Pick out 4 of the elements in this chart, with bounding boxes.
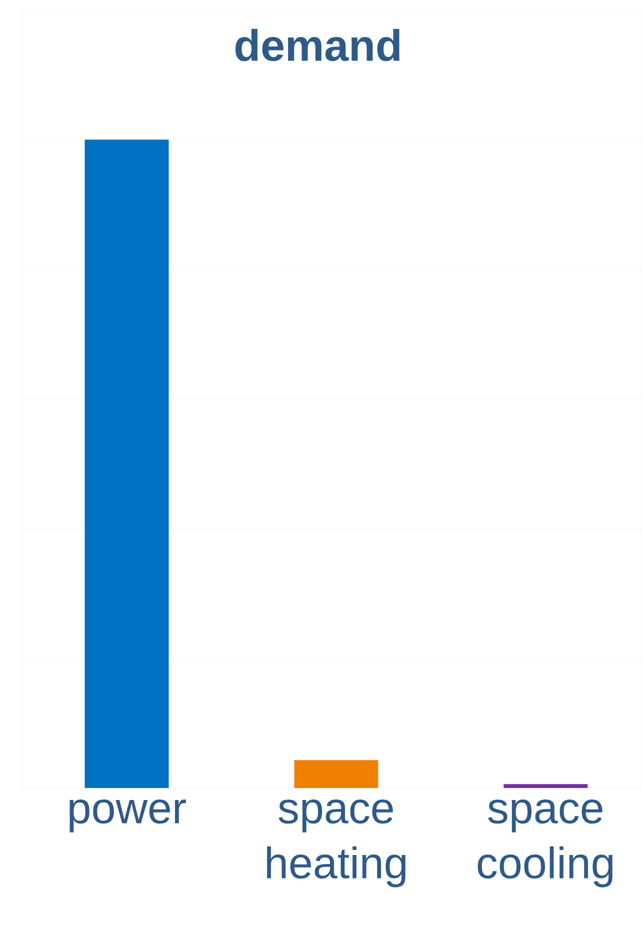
- x-tick-label: space cooling: [478, 800, 612, 888]
- x-tick-label: power: [70, 800, 186, 832]
- x-tick-label: space heating: [267, 800, 406, 888]
- chart-title: demand: [235, 28, 400, 62]
